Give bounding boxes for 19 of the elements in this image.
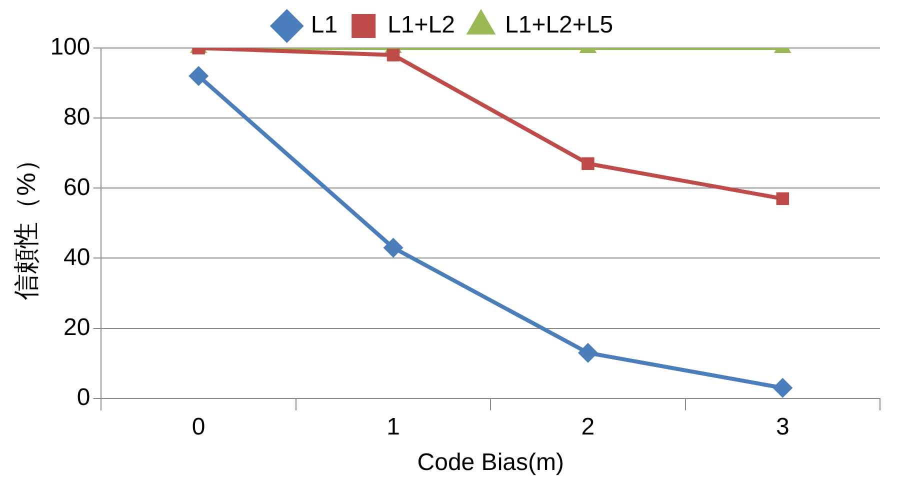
point xyxy=(578,342,598,363)
y-tick-label: 100 xyxy=(50,34,90,61)
point xyxy=(772,378,793,398)
point xyxy=(383,238,404,258)
y-tick-label: 20 xyxy=(64,314,90,341)
y-tick-label: 80 xyxy=(64,104,90,131)
x-tick-label: 1 xyxy=(386,413,400,440)
x-tick-label: 0 xyxy=(192,413,206,440)
legend-label: L1+L2 xyxy=(388,12,455,39)
y-tick-label: 60 xyxy=(64,174,90,201)
legend-label: L1 xyxy=(310,12,338,39)
point xyxy=(776,192,790,206)
x-tick-label: 3 xyxy=(776,413,790,440)
legend-label: L1+L2+L5 xyxy=(504,12,614,39)
y-axis-title: 信頼性（%） xyxy=(10,146,41,300)
y-tick-label: 0 xyxy=(76,384,90,412)
x-axis-title: Code Bias(m) xyxy=(417,449,564,476)
x-tick-label: 2 xyxy=(581,413,595,440)
y-tick-label: 40 xyxy=(64,244,90,271)
